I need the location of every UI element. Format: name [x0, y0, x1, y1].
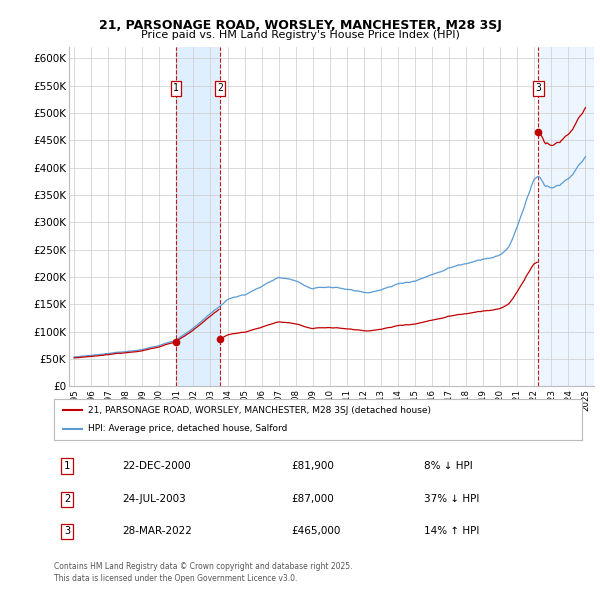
Bar	[176, 47, 220, 386]
Text: 2: 2	[64, 494, 70, 504]
Text: 8% ↓ HPI: 8% ↓ HPI	[424, 461, 472, 471]
Text: 22-DEC-2000: 22-DEC-2000	[122, 461, 191, 471]
Bar	[538, 47, 594, 386]
Text: 1: 1	[64, 461, 70, 471]
Text: 21, PARSONAGE ROAD, WORSLEY, MANCHESTER, M28 3SJ: 21, PARSONAGE ROAD, WORSLEY, MANCHESTER,…	[98, 19, 502, 32]
Text: 21, PARSONAGE ROAD, WORSLEY, MANCHESTER, M28 3SJ (detached house): 21, PARSONAGE ROAD, WORSLEY, MANCHESTER,…	[88, 406, 431, 415]
Text: 14% ↑ HPI: 14% ↑ HPI	[424, 526, 479, 536]
Text: £81,900: £81,900	[292, 461, 334, 471]
Text: 24-JUL-2003: 24-JUL-2003	[122, 494, 187, 504]
Text: 3: 3	[535, 83, 541, 93]
Text: 28-MAR-2022: 28-MAR-2022	[122, 526, 193, 536]
Text: £465,000: £465,000	[292, 526, 341, 536]
Text: £87,000: £87,000	[292, 494, 334, 504]
Text: 1: 1	[173, 83, 179, 93]
Text: HPI: Average price, detached house, Salford: HPI: Average price, detached house, Salf…	[88, 424, 287, 433]
Text: 3: 3	[64, 526, 70, 536]
Text: Contains HM Land Registry data © Crown copyright and database right 2025.
This d: Contains HM Land Registry data © Crown c…	[54, 562, 353, 583]
Text: Price paid vs. HM Land Registry's House Price Index (HPI): Price paid vs. HM Land Registry's House …	[140, 30, 460, 40]
Text: 37% ↓ HPI: 37% ↓ HPI	[424, 494, 479, 504]
Text: 2: 2	[217, 83, 223, 93]
